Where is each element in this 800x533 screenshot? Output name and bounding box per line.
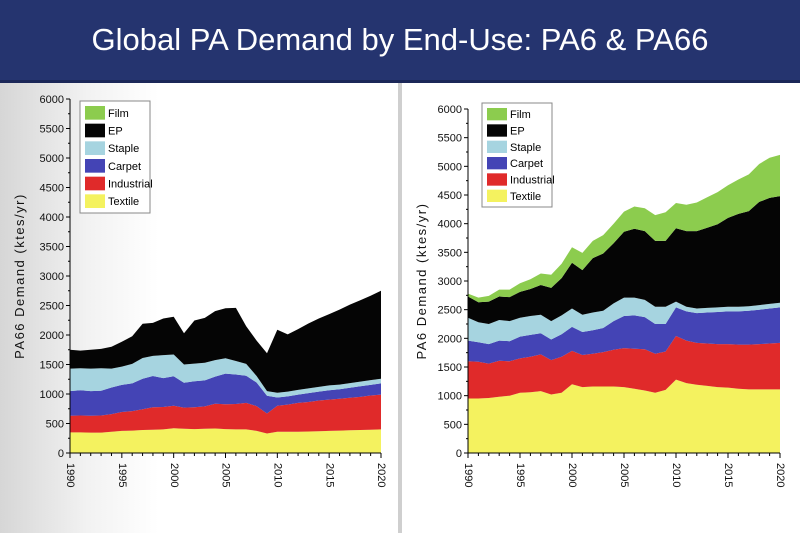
area-staple <box>70 354 381 398</box>
legend-label-film: Film <box>108 108 129 120</box>
area-industrial <box>468 336 780 399</box>
area-carpet <box>70 373 381 416</box>
legend-swatch-ep <box>487 124 507 137</box>
y-tick-label: 0 <box>456 448 462 460</box>
legend-swatch-staple <box>85 141 105 155</box>
area-textile <box>468 379 780 453</box>
y-tick-label: 2500 <box>438 305 462 317</box>
legend-label-film: Film <box>510 109 531 121</box>
y-tick-label: 3000 <box>40 271 64 283</box>
area-textile <box>70 428 381 453</box>
x-tick-label: 2010 <box>670 463 682 487</box>
pa6-area-chart: 0 500 1000 1500 2000 2500 3000 3500 4000 4500 5000… <box>414 102 786 487</box>
y-tick-label: 4000 <box>438 219 462 231</box>
legend-label-ep: EP <box>510 126 525 138</box>
y-tick-label: 2000 <box>40 330 64 342</box>
area-ep <box>468 196 780 324</box>
y-axis-label: PA6 Demand (ktes/yr) <box>414 203 429 360</box>
y-tick-label: 4500 <box>438 190 462 202</box>
x-tick-label: 2005 <box>220 463 232 487</box>
x-tick-label: 2010 <box>271 463 283 487</box>
y-tick-label: 6000 <box>438 104 462 116</box>
legend-swatch-film <box>85 106 105 120</box>
x-tick-label: 2005 <box>618 463 630 487</box>
y-tick-label: 4000 <box>40 212 64 224</box>
x-tick-label: 2020 <box>375 463 387 487</box>
y-tick-label: 3500 <box>40 242 64 254</box>
x-tick-label: 1990 <box>462 463 474 487</box>
legend-swatch-textile <box>487 189 507 202</box>
y-tick-label: 1500 <box>438 362 462 374</box>
x-tick-label: 2020 <box>774 463 786 487</box>
x-tick-label: 2015 <box>722 463 734 487</box>
area-film <box>468 154 780 303</box>
y-tick-label: 0 <box>58 448 64 460</box>
legend-label-staple: Staple <box>108 143 139 155</box>
x-tick-label: 2000 <box>566 463 578 487</box>
x-tick-label: 1990 <box>64 463 76 487</box>
area-carpet <box>468 307 780 364</box>
y-tick-label: 1000 <box>40 389 64 401</box>
area-layers <box>468 154 780 453</box>
chart-panel-pa6: 0 500 1000 1500 2000 2500 3000 3500 4000 4500 5000… <box>402 83 800 533</box>
y-tick-label: 5500 <box>40 124 64 136</box>
y-tick-label: 5500 <box>438 133 462 145</box>
chart-legend: Film EP Staple Carpet Industrial Textile <box>481 102 555 208</box>
legend-swatch-textile <box>85 194 105 208</box>
y-tick-label: 4500 <box>40 183 64 195</box>
y-tick-label: 5000 <box>438 161 462 173</box>
y-tick-label: 3000 <box>438 276 462 288</box>
legend-label-carpet: Carpet <box>510 158 543 170</box>
area-layers <box>70 290 381 453</box>
y-tick-label: 2000 <box>438 333 462 345</box>
chart-panel-pa66: 0 500 1000 1500 2000 2500 3000 3500 4000 4500 5000… <box>0 83 398 533</box>
y-tick-label: 2500 <box>40 301 64 313</box>
y-tick-label: 500 <box>444 419 462 431</box>
y-tick-label: 1000 <box>438 391 462 403</box>
slide-title: Global PA Demand by End-Use: PA6 & PA66 <box>91 22 709 57</box>
y-tick-label: 1500 <box>40 360 64 372</box>
legend-swatch-carpet <box>487 157 507 170</box>
legend-swatch-carpet <box>85 159 105 173</box>
title-banner <box>0 0 800 83</box>
y-tick-label: 3500 <box>438 247 462 259</box>
area-staple <box>468 297 780 345</box>
y-tick-label: 6000 <box>40 94 64 106</box>
legend-swatch-film <box>487 108 507 121</box>
area-industrial <box>70 394 381 434</box>
legend-swatch-industrial <box>487 173 507 186</box>
pa66-area-chart: 0 500 1000 1500 2000 2500 3000 3500 4000 4500 5000… <box>12 94 387 487</box>
legend-label-textile: Textile <box>510 191 541 203</box>
x-tick-label: 2000 <box>168 463 180 487</box>
legend-swatch-ep <box>85 123 105 138</box>
y-tick-label: 500 <box>46 419 64 431</box>
legend-swatch-industrial <box>85 176 105 191</box>
legend-label-industrial: Industrial <box>108 179 153 191</box>
legend-label-carpet: Carpet <box>108 161 141 173</box>
legend-label-textile: Textile <box>108 196 139 208</box>
legend-label-staple: Staple <box>510 142 541 154</box>
x-tick-label: 2015 <box>323 463 335 487</box>
legend-label-industrial: Industrial <box>510 175 555 187</box>
y-axis-label: PA66 Demand (ktes/yr) <box>12 193 27 359</box>
area-ep <box>70 290 381 393</box>
legend-swatch-staple <box>487 140 507 153</box>
chart-legend: Film EP Staple Carpet Industrial Textile <box>79 100 153 214</box>
y-tick-label: 5000 <box>40 153 64 165</box>
panel-divider <box>398 83 402 533</box>
legend-label-ep: EP <box>108 126 123 138</box>
x-tick-label: 1995 <box>116 463 128 487</box>
x-tick-label: 1995 <box>514 463 526 487</box>
